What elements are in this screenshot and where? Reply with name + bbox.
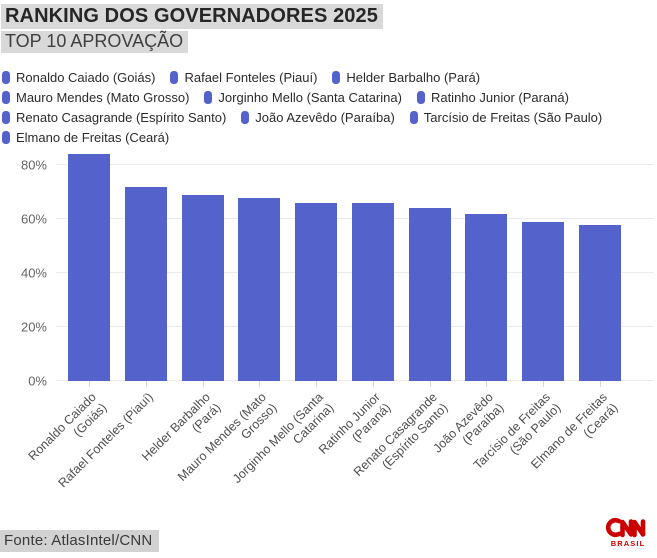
- x-tick: [146, 381, 147, 387]
- legend-label: Jorginho Mello (Santa Catarina): [218, 89, 402, 105]
- legend-item: João Azevêdo (Paraíba): [241, 109, 395, 125]
- legend-label: Helder Barbalho (Pará): [346, 69, 481, 85]
- legend-swatch-icon: [204, 90, 213, 104]
- source-label: Fonte: AtlasIntel/CNN: [0, 530, 160, 552]
- x-tick: [373, 381, 374, 387]
- legend-row: Mauro Mendes (Mato Grosso) Jorginho Mello…: [2, 87, 657, 107]
- plot-area: [56, 149, 654, 381]
- x-tick: [316, 381, 317, 387]
- legend-swatch-icon: [409, 110, 418, 124]
- cnn-c-glyph: [605, 517, 622, 538]
- legend-swatch-icon: [2, 70, 10, 84]
- x-tick: [259, 381, 260, 387]
- legend-row: Ronaldo Caiado (Goiás) Rafael Fonteles (P…: [2, 67, 657, 87]
- legend-label: Ronaldo Caiado (Goiás): [16, 69, 156, 85]
- x-tick: [543, 381, 544, 387]
- legend-swatch-icon: [332, 70, 341, 84]
- legend-swatch-icon: [2, 90, 10, 104]
- page-title: RANKING DOS GOVERNADORES 2025: [1, 4, 383, 29]
- chart-legend: Ronaldo Caiado (Goiás) Rafael Fonteles (P…: [2, 67, 657, 147]
- bars-row: [56, 149, 654, 381]
- bar: [181, 194, 224, 381]
- bar-chart: 0% 20% 40% 60% 80% Ronaldo Caiado (Goiás) Raf…: [0, 149, 657, 503]
- x-tick: [89, 381, 90, 387]
- cnn-n1-glyph: [620, 519, 634, 538]
- legend-label: Tarcísio de Freitas (São Paulo): [423, 109, 603, 125]
- legend-swatch-icon: [170, 70, 179, 84]
- bar: [522, 221, 565, 381]
- legend-label: Elmano de Freitas (Ceará): [16, 129, 170, 145]
- y-axis-label: 40%: [20, 265, 47, 281]
- legend-label: Rafael Fonteles (Piauí): [184, 69, 318, 85]
- legend-item: Elmano de Freitas (Ceará): [2, 130, 169, 145]
- legend-item: Tarcísio de Freitas (São Paulo): [409, 109, 603, 125]
- legend-item: Renato Casagrande (Espírito Santo): [2, 110, 226, 125]
- cnn-n2-glyph: [632, 519, 646, 538]
- bar: [578, 224, 621, 381]
- x-tick: [486, 381, 487, 387]
- bar: [124, 186, 167, 381]
- legend-item: Mauro Mendes (Mato Grosso): [2, 90, 189, 105]
- legend-item: Ronaldo Caiado (Goiás): [2, 70, 155, 85]
- legend-label: João Azevêdo (Paraíba): [255, 109, 395, 125]
- cnn-brasil-logo: BRASIL: [605, 517, 646, 548]
- legend-item: Rafael Fonteles (Piauí): [170, 70, 317, 85]
- bar: [408, 208, 451, 381]
- header: RANKING DOS GOVERNADORES 2025: [1, 4, 657, 30]
- x-tick: [600, 381, 601, 387]
- page-subtitle: TOP 10 APROVAÇÃO: [1, 31, 189, 53]
- legend-label: Renato Casagrande (Espírito Santo): [16, 109, 227, 125]
- y-axis-label: 60%: [20, 211, 47, 227]
- legend-row: Renato Casagrande (Espírito Santo) João A…: [2, 107, 657, 127]
- y-axis-label: 0%: [28, 373, 47, 389]
- legend-label: Mauro Mendes (Mato Grosso): [16, 89, 190, 105]
- legend-swatch-icon: [241, 110, 250, 124]
- legend-item: Helder Barbalho (Pará): [332, 70, 480, 85]
- y-axis: 0% 20% 40% 60% 80%: [0, 149, 56, 388]
- bar: [68, 154, 110, 381]
- y-axis-label: 20%: [20, 319, 47, 335]
- legend-swatch-icon: [416, 90, 425, 104]
- cnn-brasil-label: BRASIL: [611, 539, 646, 548]
- legend-row: Elmano de Freitas (Ceará): [2, 127, 657, 147]
- x-tick: [203, 381, 204, 387]
- legend-label: Ratinho Junior (Paraná): [430, 89, 569, 105]
- legend-item: Ratinho Junior (Paraná): [416, 89, 569, 105]
- legend-item: Jorginho Mello (Santa Catarina): [204, 90, 402, 105]
- bar: [465, 213, 508, 381]
- x-axis: Ronaldo Caiado (Goiás) Rafael Fonteles (P…: [26, 381, 654, 503]
- bar: [351, 202, 394, 381]
- legend-swatch-icon: [2, 110, 10, 124]
- bar: [238, 197, 281, 381]
- x-tick: [430, 381, 431, 387]
- legend-swatch-icon: [2, 130, 10, 144]
- y-axis-label: 80%: [20, 157, 47, 173]
- bar: [295, 202, 338, 381]
- gridline: [56, 164, 654, 166]
